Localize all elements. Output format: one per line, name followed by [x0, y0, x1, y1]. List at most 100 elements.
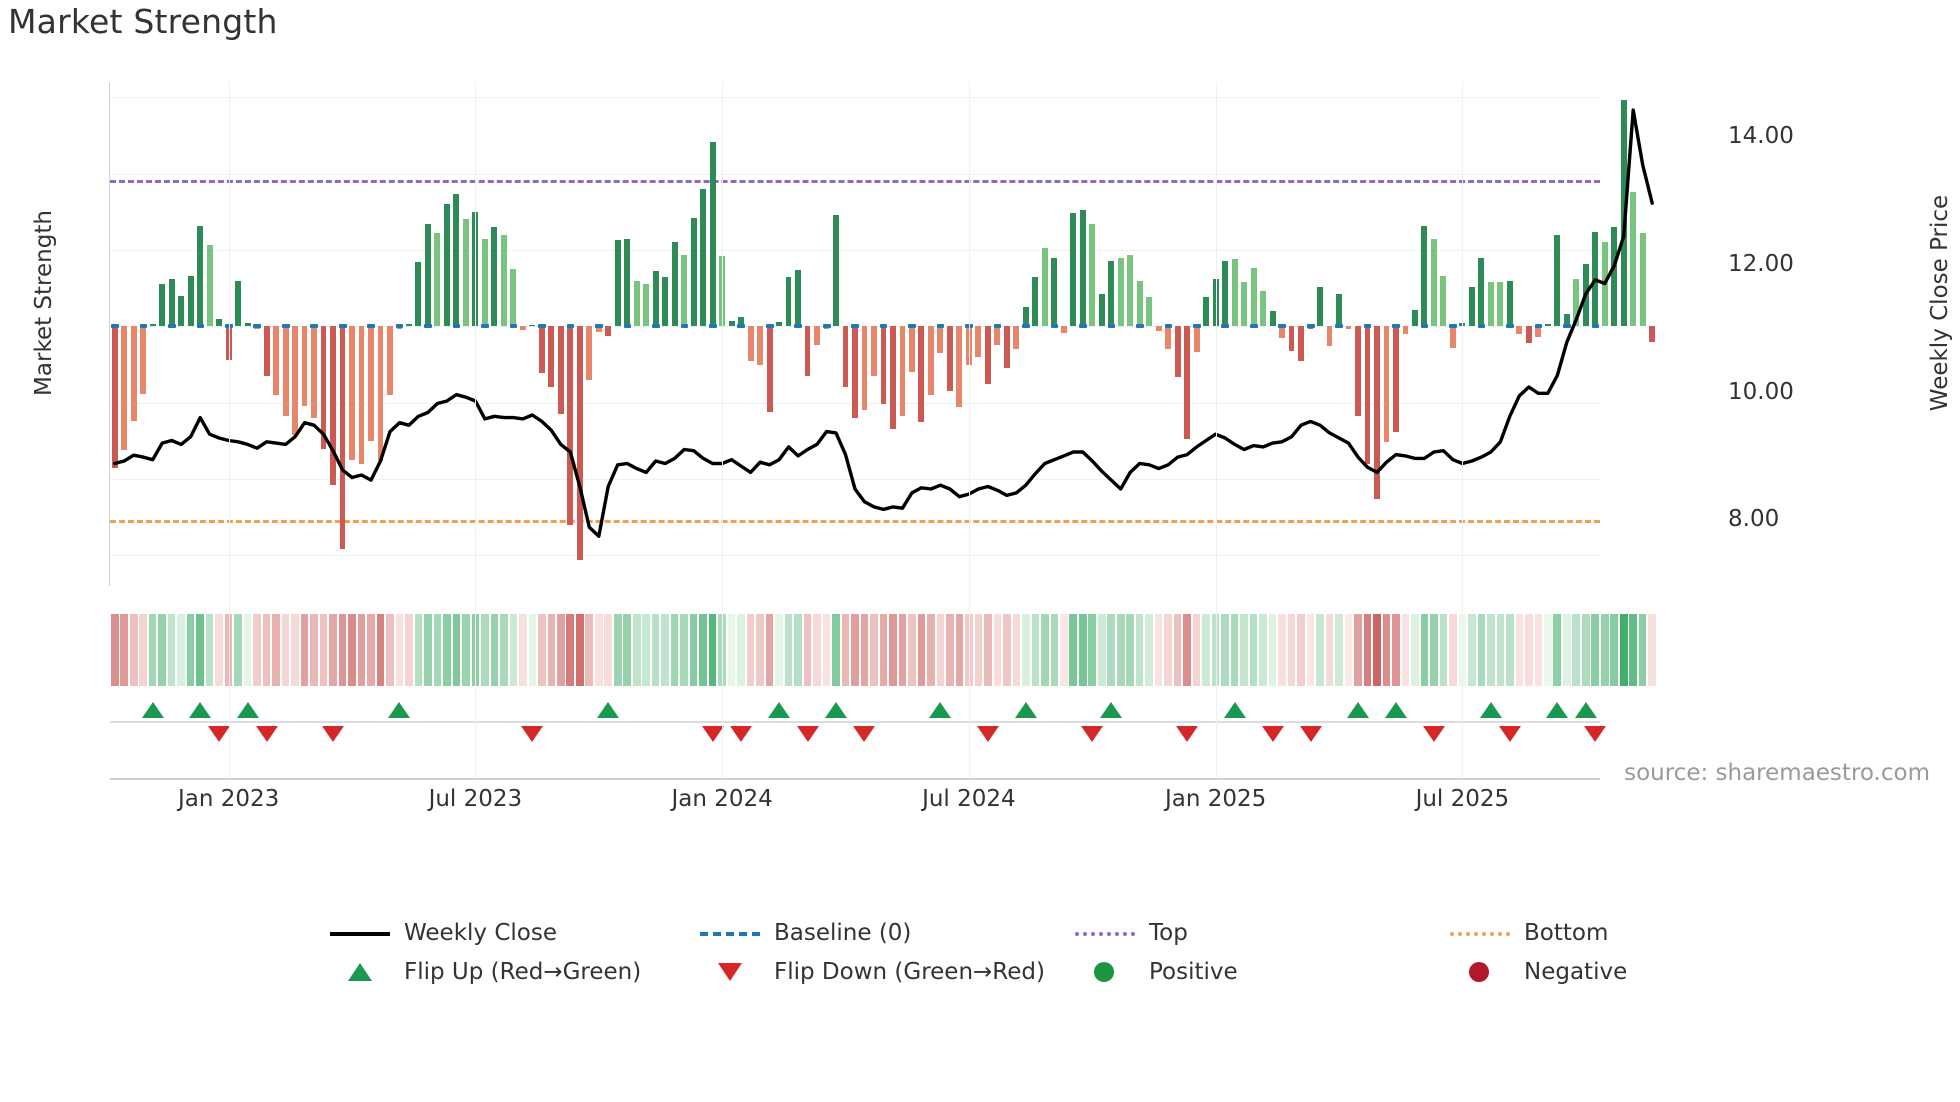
baseline-segment — [452, 324, 461, 329]
strength-bar — [1184, 326, 1191, 440]
flip-up-marker — [1479, 702, 1502, 718]
flip-down-marker — [730, 726, 753, 742]
strength-bar — [500, 234, 507, 327]
legend-item-bottom[interactable]: Bottom — [1450, 920, 1608, 946]
heatmap-cell — [1192, 614, 1201, 686]
legend-item-weekly-close[interactable]: Weekly Close — [330, 920, 557, 946]
legend-item-flip-up[interactable]: Flip Up (Red→Green) — [330, 959, 641, 985]
heatmap-cell — [1164, 614, 1172, 686]
strength-bar — [206, 245, 213, 327]
baseline-segment — [338, 324, 347, 329]
strength-bar — [1231, 259, 1238, 327]
baseline-segment — [281, 324, 290, 329]
legend-item-top[interactable]: Top — [1075, 920, 1188, 946]
heatmap-cell — [1183, 614, 1191, 686]
strength-bar — [833, 214, 839, 327]
strength-bar — [738, 317, 745, 327]
flip-up-marker — [236, 702, 259, 718]
triangle-up-icon — [330, 962, 390, 982]
strength-bar — [643, 283, 650, 327]
baseline-segment — [395, 324, 404, 329]
strength-bar — [320, 326, 327, 449]
strength-bar — [1108, 260, 1115, 327]
flip-down-marker — [1584, 726, 1607, 742]
heatmap-cell — [737, 614, 745, 686]
heatmap-cell — [1420, 614, 1429, 686]
legend-item-positive[interactable]: Positive — [1075, 959, 1238, 985]
heatmap-cell — [405, 614, 413, 686]
heatmap-cell — [443, 614, 451, 686]
heatmap-cell — [490, 614, 499, 686]
gridline-x — [475, 82, 477, 778]
heatmap-cell — [1525, 614, 1533, 686]
strength-bar — [842, 326, 849, 388]
flip-up-marker — [1546, 702, 1569, 718]
heatmap-cell — [822, 614, 831, 686]
heatmap-cell — [1221, 614, 1229, 686]
strength-bar — [538, 326, 545, 373]
strength-bar — [187, 275, 194, 327]
heatmap-cell — [1591, 614, 1600, 686]
strength-bar — [984, 326, 991, 384]
y-tick-right: 10.00 — [1728, 378, 1794, 405]
strength-bar — [1620, 100, 1627, 327]
strength-bar — [311, 326, 317, 418]
strength-bar — [918, 326, 925, 422]
baseline-segment — [481, 324, 489, 329]
heatmap-cell — [1306, 614, 1315, 686]
heatmap-cell — [1202, 614, 1210, 686]
strength-bar — [890, 326, 896, 429]
flip-up-marker — [1223, 702, 1246, 718]
strength-bar — [273, 326, 280, 396]
bottom-reference-line — [110, 520, 1600, 524]
strength-bar — [880, 326, 887, 405]
strength-bar — [453, 194, 460, 327]
heatmap-cell — [765, 614, 774, 686]
strength-bar — [301, 326, 308, 406]
strength-bar — [1326, 326, 1333, 347]
heatmap-cell — [955, 614, 964, 686]
heatmap-cell — [1259, 614, 1267, 686]
heatmap-cell — [1439, 614, 1448, 686]
strength-bar — [747, 326, 754, 362]
strength-bar — [909, 326, 915, 373]
baseline-segment — [566, 324, 575, 329]
heatmap-cell — [1003, 614, 1011, 686]
heatmap-cell — [1287, 614, 1296, 686]
strength-bar — [1411, 309, 1418, 327]
heatmap-cell — [1600, 614, 1609, 686]
legend-item-flip-down[interactable]: Flip Down (Green→Red) — [700, 959, 1045, 985]
strength-bar — [852, 326, 858, 418]
strength-bar — [766, 326, 773, 412]
strength-bar — [1032, 277, 1039, 327]
heatmap-cell — [1373, 614, 1381, 686]
heatmap-cell — [1050, 614, 1059, 686]
heatmap-cell — [1648, 614, 1656, 686]
chart-legend: Weekly Close Baseline (0) Top Bottom Flip Up… — [330, 920, 1670, 1010]
legend-label: Baseline (0) — [774, 920, 912, 946]
legend-item-baseline[interactable]: Baseline (0) — [700, 920, 911, 946]
strength-bar — [368, 326, 374, 441]
baseline-segment — [1278, 324, 1287, 329]
heatmap-cell — [120, 614, 129, 686]
strength-bar — [1079, 210, 1086, 327]
baseline-segment — [851, 324, 859, 329]
strength-bar — [1430, 239, 1437, 327]
legend-item-negative[interactable]: Negative — [1450, 959, 1627, 985]
heatmap-cell — [1610, 614, 1619, 686]
heatmap-cell — [1629, 614, 1637, 686]
strength-bar — [1421, 225, 1428, 327]
heatmap-cell — [1619, 614, 1628, 686]
heatmap-cell — [860, 614, 869, 686]
heatmap-cell — [642, 614, 650, 686]
heatmap-cell — [1031, 614, 1040, 686]
heatmap-cell — [1638, 614, 1647, 686]
strength-bar — [728, 321, 735, 327]
strength-bar — [168, 279, 175, 327]
strength-bar — [216, 318, 223, 327]
flip-up-marker — [388, 702, 411, 718]
flip-axis-line — [110, 721, 1600, 723]
strength-bar — [1260, 291, 1267, 327]
strength-bar — [1041, 248, 1048, 327]
